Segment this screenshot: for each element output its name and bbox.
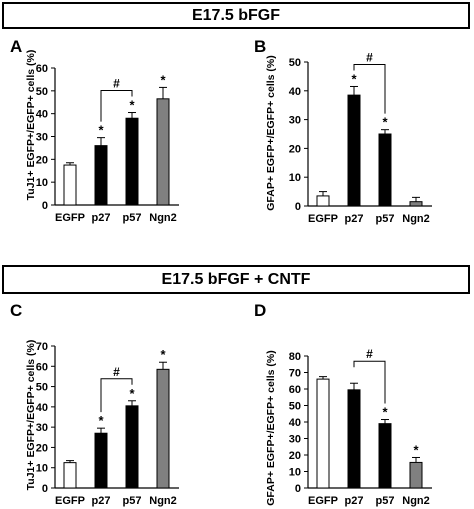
- significance-bracket-b: [353, 63, 386, 114]
- bar-c-ngn2: [156, 368, 170, 489]
- significance-bracket-c: [100, 378, 133, 413]
- x-tick-label-c-p57: p57: [123, 495, 142, 507]
- y-tick-label-c-70: 70: [36, 341, 48, 353]
- x-tick-label-c-p27: p27: [92, 495, 111, 507]
- significance-star-d-ngn2: *: [413, 442, 419, 457]
- significance-star-a-p57: *: [129, 98, 135, 113]
- x-tick-label-b-p57: p57: [376, 213, 395, 225]
- bracket-label-a: #: [113, 77, 120, 91]
- bar-b-p27: [347, 94, 361, 207]
- y-tick-label-a-20: 20: [36, 154, 48, 166]
- bracket-label-c: #: [113, 365, 120, 379]
- y-tick-label-a-40: 40: [36, 109, 48, 121]
- y-tick-label-b-0: 0: [295, 201, 301, 213]
- y-axis-label-a: TuJ1+ EGFP+/EGFP+ cells (%): [25, 50, 37, 201]
- x-tick-label-b-egfp: EGFP: [308, 213, 338, 225]
- bar-a-p57: [125, 117, 139, 206]
- x-tick-label-a-ngn2: Ngn2: [149, 212, 177, 224]
- y-tick-label-a-30: 30: [36, 132, 48, 144]
- y-tick-label-a-50: 50: [36, 86, 48, 98]
- bar-d-egfp: [316, 378, 330, 489]
- y-tick-label-b-10: 10: [289, 172, 301, 184]
- panel-letter-d: D: [254, 301, 266, 320]
- significance-star-c-ngn2: *: [160, 347, 166, 362]
- banner-e17-5-bfgf-cntf: E17.5 bFGF + CNTF: [2, 265, 470, 294]
- y-tick-label-c-0: 0: [42, 483, 48, 495]
- y-tick-label-a-10: 10: [36, 177, 48, 189]
- bar-d-p57: [378, 423, 392, 489]
- x-tick-label-d-ngn2: Ngn2: [402, 495, 430, 507]
- y-tick-label-d-0: 0: [295, 483, 301, 495]
- y-tick-label-c-40: 40: [36, 402, 48, 414]
- significance-star-b-p57: *: [382, 115, 388, 130]
- bracket-label-b: #: [366, 50, 373, 64]
- bar-b-egfp: [316, 195, 330, 207]
- x-tick-label-d-p57: p57: [376, 495, 395, 507]
- y-tick-label-a-0: 0: [42, 200, 48, 212]
- bar-c-p57: [125, 405, 139, 489]
- x-tick-label-b-ngn2: Ngn2: [402, 213, 430, 225]
- y-tick-label-d-20: 20: [289, 450, 301, 462]
- y-tick-label-d-50: 50: [289, 401, 301, 413]
- bar-c-egfp: [63, 462, 77, 489]
- significance-star-a-ngn2: *: [160, 72, 166, 87]
- bar-d-ngn2: [409, 461, 423, 489]
- banner-e17-5-bfgf: E17.5 bFGF: [2, 2, 470, 29]
- bar-a-p27: [94, 145, 108, 206]
- x-tick-label-d-egfp: EGFP: [308, 495, 338, 507]
- y-tick-label-c-20: 20: [36, 442, 48, 454]
- bar-b-p57: [378, 133, 392, 207]
- y-tick-label-c-30: 30: [36, 422, 48, 434]
- y-tick-label-b-50: 50: [289, 57, 301, 69]
- significance-star-c-p27: *: [98, 413, 104, 428]
- significance-bracket-a: [100, 90, 133, 122]
- bar-a-ngn2: [156, 98, 170, 206]
- y-tick-label-c-10: 10: [36, 463, 48, 475]
- panel-letter-a: A: [10, 37, 22, 56]
- y-tick-label-c-50: 50: [36, 382, 48, 394]
- bar-c-p27: [94, 432, 108, 489]
- y-axis-label-d: GFAP+ EGFP+/EGFP+ cells (%): [265, 350, 277, 506]
- panel-letter-c: C: [10, 301, 22, 320]
- bar-a-egfp: [63, 164, 77, 206]
- x-tick-label-a-p27: p27: [92, 212, 111, 224]
- y-axis-label-c: TuJ1+ EGFP+/EGFP+ cells (%): [25, 340, 37, 491]
- y-tick-label-b-40: 40: [289, 86, 301, 98]
- y-tick-label-d-30: 30: [289, 434, 301, 446]
- y-tick-label-d-40: 40: [289, 417, 301, 429]
- panel-letter-b: B: [254, 37, 266, 56]
- significance-star-c-p57: *: [129, 386, 135, 401]
- bar-b-ngn2: [409, 201, 423, 207]
- x-tick-label-c-egfp: EGFP: [55, 495, 85, 507]
- significance-star-a-p27: *: [98, 123, 104, 138]
- x-tick-label-c-ngn2: Ngn2: [149, 495, 177, 507]
- x-tick-label-b-p27: p27: [345, 213, 364, 225]
- y-tick-label-d-10: 10: [289, 467, 301, 479]
- y-tick-label-d-70: 70: [289, 368, 301, 380]
- bar-d-p27: [347, 389, 361, 489]
- y-tick-label-b-20: 20: [289, 143, 301, 155]
- y-tick-label-c-60: 60: [36, 361, 48, 373]
- significance-star-d-p57: *: [382, 405, 388, 420]
- y-axis-label-b: GFAP+ EGFP+/EGFP+ cells (%): [265, 55, 277, 211]
- x-tick-label-a-p57: p57: [123, 212, 142, 224]
- x-tick-label-d-p27: p27: [345, 495, 364, 507]
- significance-star-b-p27: *: [351, 71, 357, 86]
- y-tick-label-d-80: 80: [289, 351, 301, 363]
- y-tick-label-d-60: 60: [289, 384, 301, 396]
- x-tick-label-a-egfp: EGFP: [55, 212, 85, 224]
- y-tick-label-a-60: 60: [36, 63, 48, 75]
- bracket-label-d: #: [366, 347, 373, 361]
- significance-bracket-d: [353, 360, 386, 404]
- y-tick-label-b-30: 30: [289, 115, 301, 127]
